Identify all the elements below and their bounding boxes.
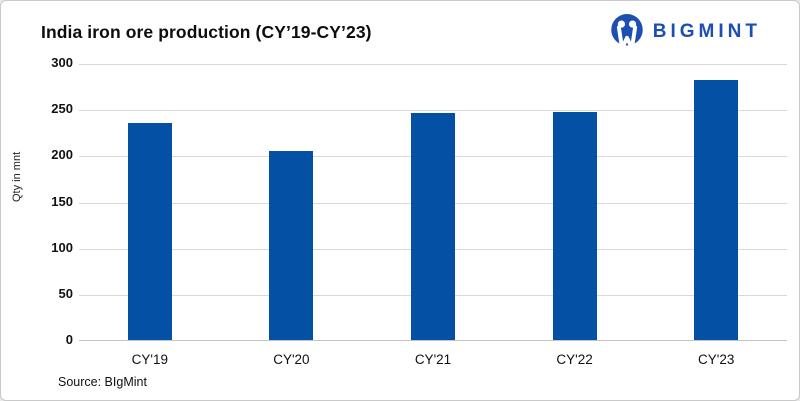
gridline bbox=[79, 110, 787, 112]
bigmint-logo-text: BIGMINT bbox=[652, 21, 761, 42]
y-tick-label: 0 bbox=[65, 332, 73, 347]
bar-cy22 bbox=[552, 111, 597, 340]
y-tick-label: 50 bbox=[58, 285, 73, 301]
bigmint-logo-icon bbox=[609, 12, 645, 52]
x-tick-label: CY'23 bbox=[698, 352, 735, 367]
bar-cy19 bbox=[127, 123, 172, 340]
y-tick-label: 150 bbox=[51, 193, 73, 209]
chart-header: India iron ore production (CY’19-CY’23) … bbox=[1, 1, 799, 57]
y-tick-label: 250 bbox=[51, 101, 73, 117]
y-tick-label: 200 bbox=[51, 147, 73, 163]
bar-cy23 bbox=[694, 79, 739, 340]
x-axis-line bbox=[79, 340, 787, 341]
gridline bbox=[79, 64, 787, 65]
bigmint-logo: BIGMINT bbox=[609, 12, 761, 52]
x-tick-label: CY'19 bbox=[131, 352, 168, 367]
x-tick-label: CY'22 bbox=[556, 352, 593, 367]
bar-cy20 bbox=[269, 150, 314, 340]
x-tick-label: CY'21 bbox=[414, 352, 452, 367]
plot-area bbox=[79, 64, 787, 341]
bar-cy21 bbox=[411, 112, 455, 340]
page-title: India iron ore production (CY’19-CY’23) bbox=[41, 21, 372, 42]
source-note: Source: BIgMint bbox=[58, 375, 147, 389]
y-tick-label: 300 bbox=[51, 55, 73, 70]
y-tick-label: 100 bbox=[51, 239, 73, 255]
x-tick-label: CY'20 bbox=[273, 352, 310, 367]
